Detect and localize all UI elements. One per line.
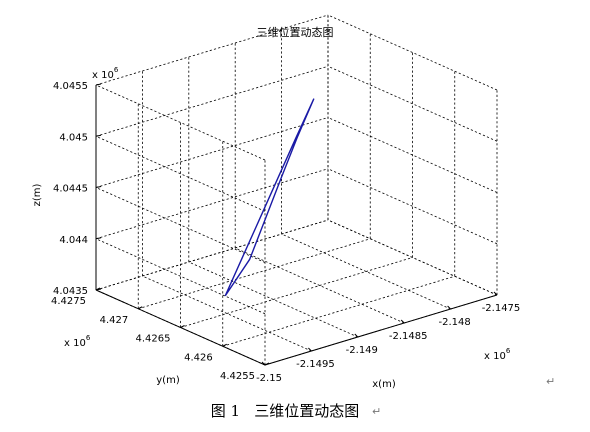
y-axis-label: y(m) bbox=[156, 375, 180, 386]
y-tick-mark bbox=[138, 306, 143, 310]
grid-line bbox=[95, 135, 266, 212]
x-tick-label: -2.1485 bbox=[389, 331, 428, 342]
x-tick-mark bbox=[308, 347, 312, 352]
figure-caption: 图 1 三维位置动态图 bbox=[211, 402, 360, 420]
x-tick-label: -2.148 bbox=[438, 317, 470, 328]
y-exponent-label: x 106 bbox=[64, 334, 91, 349]
y-tick-mark bbox=[222, 343, 227, 347]
z-tick-label: 4.0435 bbox=[53, 286, 88, 297]
grid-line bbox=[95, 84, 266, 161]
paragraph-mark: ↵ bbox=[546, 375, 555, 388]
z-tick-label: 4.0445 bbox=[53, 184, 88, 195]
x-tick-label: -2.1475 bbox=[482, 303, 521, 314]
caption-paragraph-mark: ↵ bbox=[372, 405, 381, 418]
grid-line bbox=[327, 117, 498, 193]
series-lines bbox=[224, 98, 315, 297]
x-tick-label: -2.15 bbox=[256, 373, 282, 384]
x-tick-label: -2.149 bbox=[346, 345, 378, 356]
x-tick-mark bbox=[261, 361, 266, 366]
z-tick-mark bbox=[95, 186, 102, 188]
grid-line bbox=[327, 14, 498, 91]
z-exponent-label: x 106 bbox=[92, 66, 119, 81]
y-tick-label: 4.4265 bbox=[136, 334, 171, 345]
x-tick-mark bbox=[493, 291, 498, 296]
y-tick-label: 4.427 bbox=[100, 315, 129, 326]
x-tick-label: -2.1495 bbox=[296, 359, 335, 370]
x-axis-label: x(m) bbox=[372, 379, 396, 390]
grid bbox=[95, 14, 498, 366]
y-tick-label: 4.4275 bbox=[51, 296, 86, 307]
y-tick-label: 4.4255 bbox=[220, 371, 255, 382]
x-tick-mark bbox=[354, 333, 359, 338]
grid-line bbox=[95, 14, 329, 86]
x-axis-line bbox=[264, 294, 498, 366]
grid-line bbox=[222, 275, 455, 347]
x-exponent-label: x 106 bbox=[484, 347, 511, 362]
grid-line bbox=[327, 168, 498, 245]
tick-labels: 4.0435 4.044 4.0445 4.045 4.0455 4.4255 4.426 4… bbox=[51, 81, 520, 384]
z-tick-label: 4.0455 bbox=[53, 81, 88, 92]
y-tick-mark bbox=[264, 362, 270, 366]
axes-box bbox=[95, 83, 498, 366]
grid-line bbox=[327, 65, 498, 142]
chart-title: 三维位置动态图 bbox=[257, 25, 334, 39]
z-tick-label: 4.045 bbox=[59, 132, 88, 143]
grid-line bbox=[327, 219, 498, 296]
grid-line bbox=[95, 65, 329, 137]
y-tick-mark bbox=[95, 287, 101, 291]
y-tick-label: 4.426 bbox=[184, 352, 213, 363]
z-tick-mark bbox=[95, 134, 102, 137]
z-tick-label: 4.044 bbox=[59, 235, 88, 246]
grid-line bbox=[95, 238, 266, 315]
y-tick-mark bbox=[180, 325, 185, 328]
grid-line bbox=[138, 238, 371, 310]
z-tick-mark bbox=[95, 83, 102, 86]
grid-line bbox=[95, 187, 266, 263]
z-tick-mark bbox=[95, 237, 102, 240]
grid-line bbox=[95, 219, 329, 291]
grid-line bbox=[95, 168, 329, 240]
x-tick-mark bbox=[447, 305, 451, 310]
grid-line bbox=[180, 257, 413, 328]
z-axis-label: z(m) bbox=[32, 184, 43, 207]
series-line bbox=[224, 98, 315, 297]
x-tick-mark bbox=[400, 319, 405, 324]
grid-line bbox=[95, 117, 329, 188]
